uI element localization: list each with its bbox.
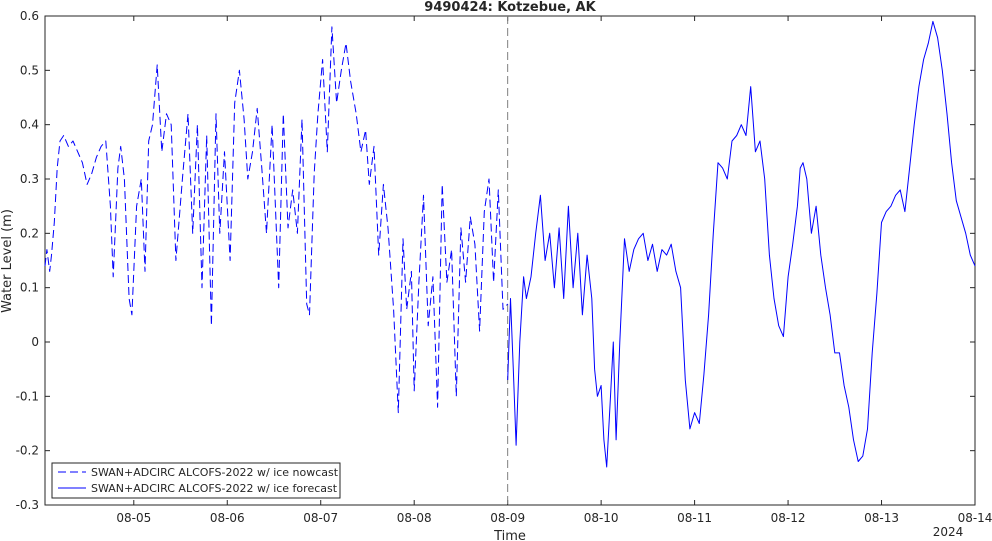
y-tick-label: 0 bbox=[31, 335, 39, 349]
series-layer bbox=[44, 20, 976, 468]
plot-frame bbox=[44, 15, 976, 506]
x-tick-label: 08-07 bbox=[303, 511, 338, 525]
x-axis: 08-05 08-06 08-07 08-08 08-09 08-10 08-11 08-12… bbox=[116, 16, 992, 525]
x-tick-label: 08-06 bbox=[210, 511, 245, 525]
x-tick-label: 08-08 bbox=[397, 511, 432, 525]
y-tick-label: -0.3 bbox=[16, 498, 39, 512]
x-tick-label: 08-13 bbox=[864, 511, 899, 525]
y-tick-label: 0.6 bbox=[20, 9, 39, 23]
y-axis: -0.3 -0.2 -0.1 0 0.1 0.2 0.3 0.4 0.5 0.6 bbox=[16, 9, 975, 512]
x-tick-label: 08-09 bbox=[490, 511, 525, 525]
y-axis-label: Water Level (m) bbox=[0, 209, 15, 313]
y-tick-label: 0.5 bbox=[20, 63, 39, 77]
y-tick-label: 0.2 bbox=[20, 226, 39, 240]
series-line-nowcast bbox=[44, 26, 509, 414]
plot-area: -0.3-0.2-0.100.10.20.30.40.50.6 08-05 08-… bbox=[16, 9, 992, 525]
x-axis-label: Time bbox=[493, 529, 526, 541]
legend-entry-forecast: SWAN+ADCIRC ALCOFS-2022 w/ ice forecast bbox=[91, 482, 338, 495]
x-tick-label: 08-14 bbox=[958, 511, 992, 525]
x-tick-label: 08-05 bbox=[116, 511, 151, 525]
legend-entry-nowcast: SWAN+ADCIRC ALCOFS-2022 w/ ice nowcast bbox=[91, 466, 339, 479]
y-tick-label: 0.1 bbox=[20, 281, 39, 295]
legend-box bbox=[51, 462, 341, 499]
x-year-label: 2024 bbox=[933, 525, 964, 539]
chart-title: 9490424: Kotzebue, AK bbox=[424, 0, 596, 15]
x-tick-label: 08-11 bbox=[677, 511, 712, 525]
y-tick-label: -0.1 bbox=[16, 389, 39, 403]
series-line-forecast bbox=[507, 20, 976, 468]
y-tick-label: -0.2 bbox=[16, 444, 39, 458]
x-tick-label: 08-10 bbox=[584, 511, 619, 525]
legend: SWAN+ADCIRC ALCOFS-2022 w/ ice nowcast S… bbox=[51, 462, 341, 499]
x-tick-label: 08-12 bbox=[771, 511, 806, 525]
y-tick-label: 0.4 bbox=[20, 118, 39, 132]
y-tick-label: 0.3 bbox=[20, 172, 39, 186]
